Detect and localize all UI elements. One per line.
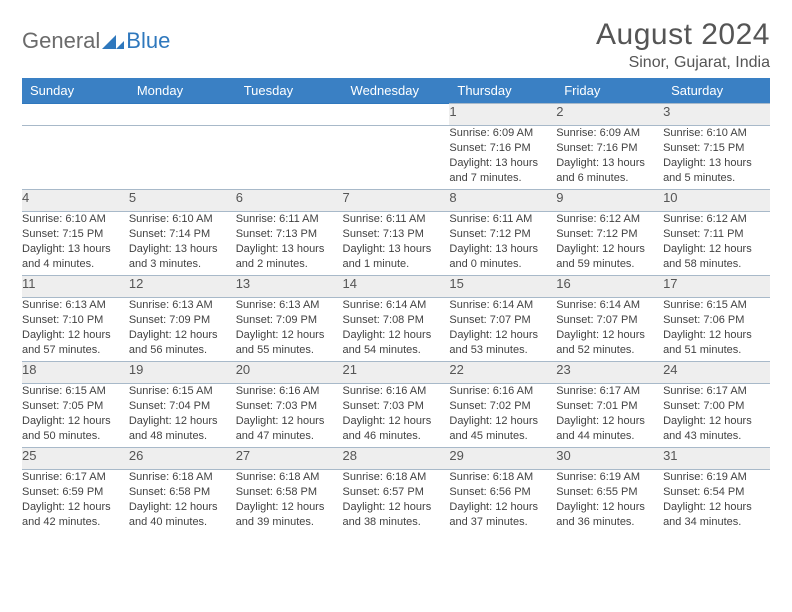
day-number-cell: 31 <box>663 448 770 470</box>
day-info-cell: Sunrise: 6:13 AMSunset: 7:10 PMDaylight:… <box>22 298 129 362</box>
weekday-header: Tuesday <box>236 78 343 104</box>
day-number-cell: 25 <box>22 448 129 470</box>
day-number-cell <box>236 104 343 126</box>
day-info-cell <box>129 126 236 190</box>
day-number-cell: 28 <box>343 448 450 470</box>
day-info-cell: Sunrise: 6:14 AMSunset: 7:07 PMDaylight:… <box>449 298 556 362</box>
day-info-row: Sunrise: 6:13 AMSunset: 7:10 PMDaylight:… <box>22 298 770 362</box>
weekday-header: Thursday <box>449 78 556 104</box>
day-number-cell: 26 <box>129 448 236 470</box>
day-number-cell <box>22 104 129 126</box>
location-text: Sinor, Gujarat, India <box>596 54 770 72</box>
day-info-cell: Sunrise: 6:12 AMSunset: 7:11 PMDaylight:… <box>663 212 770 276</box>
day-info-cell: Sunrise: 6:15 AMSunset: 7:06 PMDaylight:… <box>663 298 770 362</box>
brand-part2: Blue <box>126 28 170 54</box>
day-info-cell: Sunrise: 6:17 AMSunset: 7:01 PMDaylight:… <box>556 384 663 448</box>
day-info-cell: Sunrise: 6:10 AMSunset: 7:15 PMDaylight:… <box>663 126 770 190</box>
day-info-cell: Sunrise: 6:18 AMSunset: 6:57 PMDaylight:… <box>343 470 450 534</box>
day-info-cell: Sunrise: 6:15 AMSunset: 7:04 PMDaylight:… <box>129 384 236 448</box>
day-number-cell: 19 <box>129 362 236 384</box>
day-number-cell: 6 <box>236 190 343 212</box>
day-info-cell: Sunrise: 6:18 AMSunset: 6:58 PMDaylight:… <box>129 470 236 534</box>
day-number-cell: 12 <box>129 276 236 298</box>
day-number-cell: 5 <box>129 190 236 212</box>
day-number-row: 11121314151617 <box>22 276 770 298</box>
day-info-cell <box>343 126 450 190</box>
day-info-cell <box>22 126 129 190</box>
day-info-cell <box>236 126 343 190</box>
day-number-cell: 3 <box>663 104 770 126</box>
day-number-row: 18192021222324 <box>22 362 770 384</box>
day-number-cell: 23 <box>556 362 663 384</box>
day-number-cell: 14 <box>343 276 450 298</box>
day-info-row: Sunrise: 6:09 AMSunset: 7:16 PMDaylight:… <box>22 126 770 190</box>
title-block: August 2024 Sinor, Gujarat, India <box>596 18 770 72</box>
day-number-cell: 18 <box>22 362 129 384</box>
day-info-cell: Sunrise: 6:19 AMSunset: 6:55 PMDaylight:… <box>556 470 663 534</box>
day-info-cell: Sunrise: 6:16 AMSunset: 7:03 PMDaylight:… <box>236 384 343 448</box>
day-number-row: 45678910 <box>22 190 770 212</box>
weekday-header: Monday <box>129 78 236 104</box>
day-number-cell <box>129 104 236 126</box>
header: General Blue August 2024 Sinor, Gujarat,… <box>22 18 770 72</box>
day-number-cell: 9 <box>556 190 663 212</box>
day-info-cell: Sunrise: 6:10 AMSunset: 7:14 PMDaylight:… <box>129 212 236 276</box>
day-info-cell: Sunrise: 6:14 AMSunset: 7:07 PMDaylight:… <box>556 298 663 362</box>
day-info-cell: Sunrise: 6:14 AMSunset: 7:08 PMDaylight:… <box>343 298 450 362</box>
day-info-cell: Sunrise: 6:10 AMSunset: 7:15 PMDaylight:… <box>22 212 129 276</box>
weekday-header: Sunday <box>22 78 129 104</box>
day-number-row: 25262728293031 <box>22 448 770 470</box>
day-number-cell: 1 <box>449 104 556 126</box>
weekday-header-row: SundayMondayTuesdayWednesdayThursdayFrid… <box>22 78 770 104</box>
day-info-cell: Sunrise: 6:11 AMSunset: 7:13 PMDaylight:… <box>236 212 343 276</box>
day-number-cell <box>343 104 450 126</box>
day-info-row: Sunrise: 6:10 AMSunset: 7:15 PMDaylight:… <box>22 212 770 276</box>
day-info-cell: Sunrise: 6:17 AMSunset: 7:00 PMDaylight:… <box>663 384 770 448</box>
day-number-cell: 11 <box>22 276 129 298</box>
day-number-cell: 29 <box>449 448 556 470</box>
day-info-cell: Sunrise: 6:19 AMSunset: 6:54 PMDaylight:… <box>663 470 770 534</box>
weekday-header: Saturday <box>663 78 770 104</box>
day-number-cell: 7 <box>343 190 450 212</box>
day-number-cell: 27 <box>236 448 343 470</box>
day-number-cell: 4 <box>22 190 129 212</box>
calendar-body: 123Sunrise: 6:09 AMSunset: 7:16 PMDaylig… <box>22 104 770 534</box>
day-info-cell: Sunrise: 6:18 AMSunset: 6:58 PMDaylight:… <box>236 470 343 534</box>
day-info-cell: Sunrise: 6:15 AMSunset: 7:05 PMDaylight:… <box>22 384 129 448</box>
weekday-header: Wednesday <box>343 78 450 104</box>
brand-logo: General Blue <box>22 18 170 54</box>
day-number-cell: 10 <box>663 190 770 212</box>
day-number-cell: 22 <box>449 362 556 384</box>
day-info-cell: Sunrise: 6:16 AMSunset: 7:02 PMDaylight:… <box>449 384 556 448</box>
brand-part1: General <box>22 28 100 54</box>
day-number-cell: 20 <box>236 362 343 384</box>
day-info-cell: Sunrise: 6:13 AMSunset: 7:09 PMDaylight:… <box>236 298 343 362</box>
day-info-cell: Sunrise: 6:16 AMSunset: 7:03 PMDaylight:… <box>343 384 450 448</box>
day-number-cell: 13 <box>236 276 343 298</box>
day-number-cell: 8 <box>449 190 556 212</box>
day-info-cell: Sunrise: 6:18 AMSunset: 6:56 PMDaylight:… <box>449 470 556 534</box>
day-number-cell: 15 <box>449 276 556 298</box>
day-number-cell: 17 <box>663 276 770 298</box>
month-title: August 2024 <box>596 18 770 52</box>
weekday-header: Friday <box>556 78 663 104</box>
day-number-cell: 21 <box>343 362 450 384</box>
brand-triangle-icon <box>102 33 124 49</box>
day-number-cell: 16 <box>556 276 663 298</box>
day-info-row: Sunrise: 6:15 AMSunset: 7:05 PMDaylight:… <box>22 384 770 448</box>
day-number-row: 123 <box>22 104 770 126</box>
day-info-cell: Sunrise: 6:09 AMSunset: 7:16 PMDaylight:… <box>449 126 556 190</box>
day-info-cell: Sunrise: 6:11 AMSunset: 7:13 PMDaylight:… <box>343 212 450 276</box>
day-info-cell: Sunrise: 6:11 AMSunset: 7:12 PMDaylight:… <box>449 212 556 276</box>
day-number-cell: 24 <box>663 362 770 384</box>
day-number-cell: 30 <box>556 448 663 470</box>
day-info-cell: Sunrise: 6:13 AMSunset: 7:09 PMDaylight:… <box>129 298 236 362</box>
day-number-cell: 2 <box>556 104 663 126</box>
calendar-table: SundayMondayTuesdayWednesdayThursdayFrid… <box>22 78 770 534</box>
day-info-cell: Sunrise: 6:09 AMSunset: 7:16 PMDaylight:… <box>556 126 663 190</box>
day-info-cell: Sunrise: 6:17 AMSunset: 6:59 PMDaylight:… <box>22 470 129 534</box>
day-info-cell: Sunrise: 6:12 AMSunset: 7:12 PMDaylight:… <box>556 212 663 276</box>
day-info-row: Sunrise: 6:17 AMSunset: 6:59 PMDaylight:… <box>22 470 770 534</box>
